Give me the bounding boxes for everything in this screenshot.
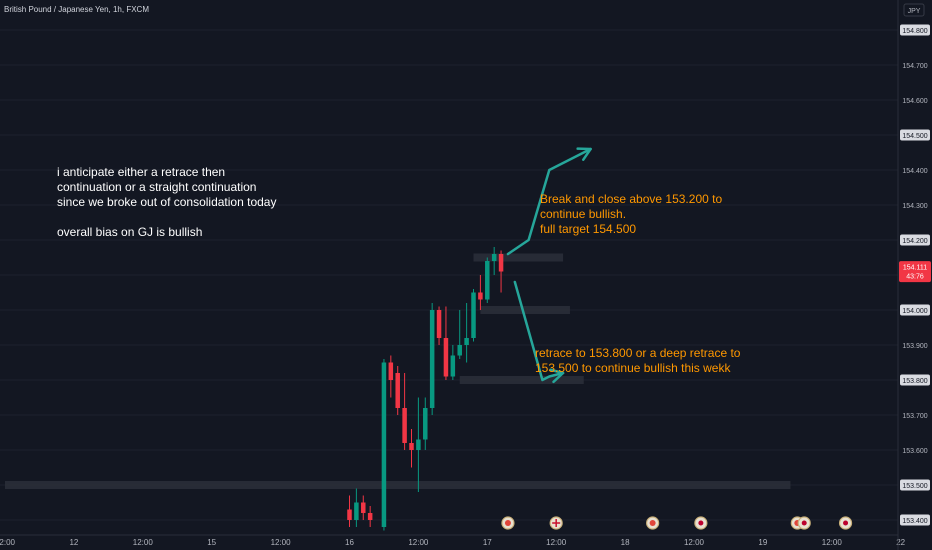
y-tick-label: 153.800 (902, 378, 927, 385)
y-tick-highlight (900, 304, 930, 316)
arrow-head (576, 147, 592, 161)
symbol-title: British Pound / Japanese Yen, 1h, FXCM (4, 5, 149, 14)
bar-countdown-label: 43:76 (906, 274, 924, 281)
y-tick-highlight (900, 234, 930, 246)
y-tick-label: 154.300 (902, 203, 927, 210)
bullish-projection-arrow (506, 147, 592, 256)
x-tick-label: 19 (758, 538, 767, 547)
y-tick-label: 154.600 (902, 98, 927, 105)
candle-body (347, 509, 352, 520)
y-tick-label: 153.400 (902, 518, 927, 525)
arrow-head (549, 368, 565, 384)
plot-area (0, 0, 898, 535)
x-tick-label: 12:00 (408, 538, 429, 547)
y-tick-label: 154.800 (902, 28, 927, 35)
x-tick-label: 16 (345, 538, 354, 547)
y-tick-highlight (900, 374, 930, 386)
bias-note: i anticipate either a retrace then conti… (57, 165, 277, 239)
y-tick-label: 153.700 (902, 413, 927, 420)
current-price-label: 154.111 (903, 265, 927, 272)
x-tick-label: 18 (621, 538, 630, 547)
alarm-dot (649, 520, 656, 526)
y-tick-label: 153.600 (902, 448, 927, 455)
y-tick-label: 153.500 (902, 483, 927, 490)
candle-body (478, 292, 483, 300)
y-tick-highlight (900, 24, 930, 36)
x-tick-label: 12:00 (546, 538, 567, 547)
candle-body (367, 513, 373, 520)
candle-body (388, 362, 394, 380)
x-tick-label: 12:00 (822, 538, 843, 547)
x-tick-label: 12:00 (271, 538, 292, 547)
y-tick-highlight (900, 479, 930, 491)
currency-label: JPY (908, 8, 921, 15)
y-tick-highlight (900, 129, 930, 141)
flag-sun (801, 520, 807, 526)
candle-body (485, 261, 490, 300)
y-tick-label: 154.200 (902, 238, 927, 245)
y-tick-highlight (900, 514, 930, 526)
candle-body (409, 443, 414, 450)
flag-sun (698, 520, 704, 526)
y-tick-label: 153.900 (902, 343, 927, 350)
candle-body (443, 338, 449, 377)
currency-badge (903, 3, 925, 17)
candle-body (464, 338, 469, 345)
x-tick-label: 12 (69, 538, 78, 547)
retrace-note: retrace to 153.800 or a deep retrace to … (535, 346, 741, 375)
current-price-tag (899, 261, 931, 283)
price-zone (459, 376, 584, 384)
candle-body (457, 345, 462, 356)
candle-body (423, 408, 428, 440)
candle-body (354, 502, 359, 520)
y-tick-label: 154.700 (902, 63, 927, 70)
candle-body (491, 254, 497, 261)
y-tick-label: 154.000 (902, 308, 927, 315)
price-zone (473, 253, 564, 262)
bullish-note: Break and close above 153.200 to continu… (540, 192, 723, 236)
candle-body (471, 292, 476, 338)
x-tick-label: 15 (207, 538, 216, 547)
candle-body (395, 373, 400, 408)
x-tick-label: 12:00 (133, 538, 154, 547)
candle-body (436, 310, 442, 338)
candle-body (450, 355, 456, 377)
candle-body (361, 502, 366, 513)
x-tick-label: 17 (483, 538, 492, 547)
alarm-dot (504, 520, 511, 526)
x-tick-label: 12:00 (0, 538, 16, 547)
y-tick-label: 154.400 (902, 168, 927, 175)
retrace-projection-arrow (513, 280, 565, 382)
candle-body (381, 362, 387, 527)
candle-body (416, 439, 421, 450)
candle-body (429, 310, 435, 408)
x-tick-label: 12:00 (684, 538, 705, 547)
price-zone (480, 306, 570, 314)
y-tick-label: 154.500 (902, 133, 927, 140)
flag-sun (843, 520, 849, 526)
x-tick-label: 22 (896, 538, 905, 547)
price-zone (5, 481, 791, 489)
candle-body (498, 254, 504, 272)
candle-body (402, 408, 407, 443)
